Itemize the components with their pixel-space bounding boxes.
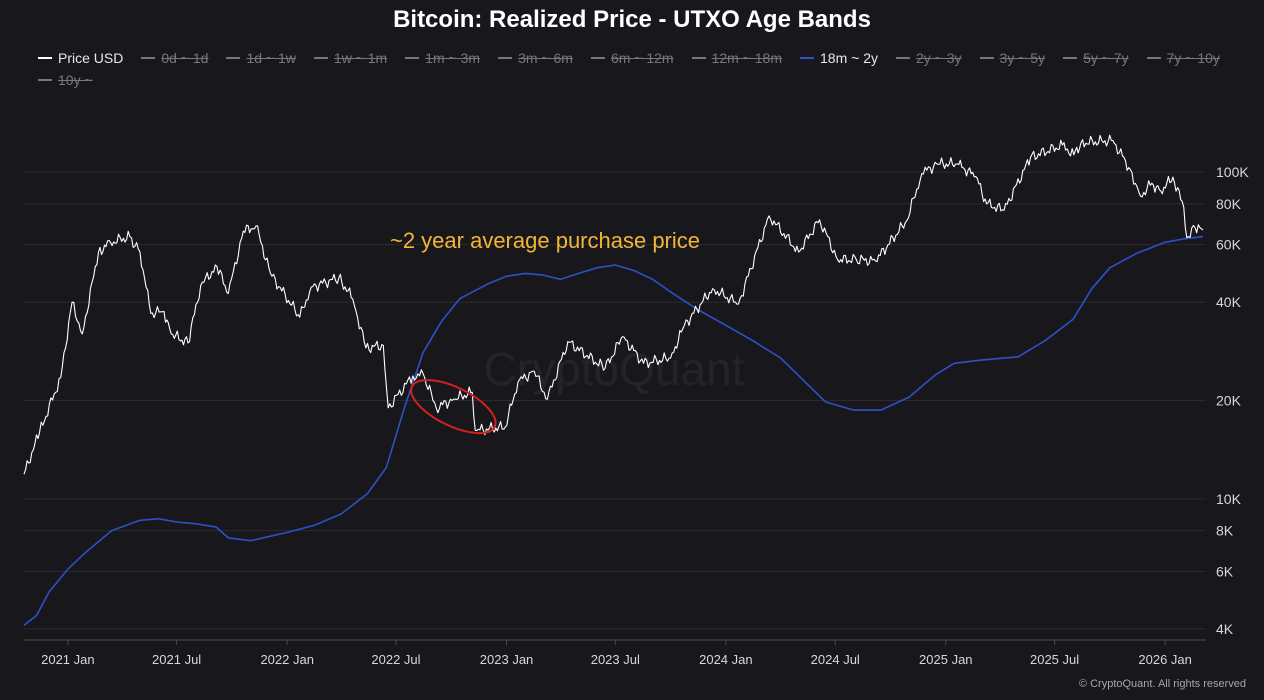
legend-item[interactable]: 1m ~ 3m xyxy=(405,48,480,68)
y-tick-label: 10K xyxy=(1216,491,1242,507)
legend-item[interactable]: 10y ~ xyxy=(38,70,93,90)
legend-label: 10y ~ xyxy=(58,72,93,88)
legend-swatch xyxy=(226,57,241,59)
legend-swatch xyxy=(979,57,994,59)
legend-swatch xyxy=(1063,57,1078,59)
y-tick-label: 8K xyxy=(1216,523,1234,539)
legend-label: 1d ~ 1w xyxy=(246,50,296,66)
legend-item[interactable]: Price USD xyxy=(38,48,123,68)
x-tick-label: 2025 Jul xyxy=(1030,652,1079,667)
x-tick-label: 2025 Jan xyxy=(919,652,973,667)
chart-legend: Price USD 0d ~ 1d 1d ~ 1w 1w ~ 1m 1m ~ 3m 3m … xyxy=(38,48,1248,90)
legend-label: 3y ~ 5y xyxy=(999,50,1046,66)
legend-label: 1w ~ 1m xyxy=(333,50,388,66)
x-tick-label: 2024 Jan xyxy=(699,652,753,667)
x-tick-label: 2026 Jan xyxy=(1138,652,1192,667)
watermark: CryptoQuant xyxy=(484,343,745,395)
legend-item[interactable]: 3y ~ 5y xyxy=(979,48,1046,68)
legend-label: 7y ~ 10y xyxy=(1166,50,1220,66)
legend-label: Price USD xyxy=(58,50,124,66)
legend-item[interactable]: 2y ~ 3y xyxy=(896,48,962,68)
chart-title: Bitcoin: Realized Price - UTXO Age Bands xyxy=(393,6,871,33)
copyright-credit: © CryptoQuant. All rights reserved xyxy=(1078,678,1246,690)
x-tick-label: 2023 Jul xyxy=(591,652,640,667)
legend-label: 6m ~ 12m xyxy=(610,50,674,66)
y-tick-label: 80K xyxy=(1216,196,1242,212)
legend-item[interactable]: 12m ~ 18m xyxy=(691,48,783,68)
legend-label: 1m ~ 3m xyxy=(425,50,481,66)
legend-swatch xyxy=(405,57,420,59)
y-tick-label: 6K xyxy=(1216,563,1234,579)
y-tick-label: 60K xyxy=(1216,237,1242,253)
legend-swatch xyxy=(313,57,328,59)
legend-swatch xyxy=(141,57,156,59)
x-tick-label: 2024 Jul xyxy=(811,652,860,667)
x-tick-label: 2022 Jul xyxy=(371,652,420,667)
legend-swatch xyxy=(38,79,52,81)
annotations: ~2 year average purchase price xyxy=(390,228,700,435)
x-tick-label: 2023 Jan xyxy=(480,652,534,667)
legend-swatch xyxy=(896,57,910,59)
legend-swatch xyxy=(590,57,605,59)
legend-label: 2y ~ 3y xyxy=(916,50,962,66)
legend-item[interactable]: 7y ~ 10y xyxy=(1146,48,1220,68)
legend-label: 18m ~ 2y xyxy=(820,50,878,66)
legend-item[interactable]: 1d ~ 1w xyxy=(226,48,296,68)
series-price-usd xyxy=(23,134,1204,475)
legend-label: 0d ~ 1d xyxy=(161,50,209,66)
legend-item[interactable]: 0d ~ 1d xyxy=(141,48,208,68)
x-tick-label: 2021 Jul xyxy=(152,652,201,667)
x-tick-label: 2022 Jan xyxy=(260,652,314,667)
legend-item[interactable]: 6m ~ 12m xyxy=(590,48,674,68)
legend-swatch xyxy=(691,57,706,59)
y-tick-label: 4K xyxy=(1216,621,1234,637)
x-axis: 2021 Jan 2021 Jul 2022 Jan 2022 Jul 2023 Jan… xyxy=(24,639,1206,667)
legend-swatch xyxy=(1146,57,1161,59)
legend-label: 12m ~ 18m xyxy=(711,50,783,66)
legend-item[interactable]: 3m ~ 6m xyxy=(498,48,573,68)
legend-label: 3m ~ 6m xyxy=(518,50,573,66)
y-tick-label: 40K xyxy=(1216,294,1242,310)
y-tick-label: 100K xyxy=(1216,164,1249,180)
legend-item[interactable]: 5y ~ 7y xyxy=(1063,48,1129,68)
series-18m-2y xyxy=(23,235,1204,627)
annotation-label: ~2 year average purchase price xyxy=(390,228,700,253)
highlight-ellipse xyxy=(410,379,497,435)
legend-swatch xyxy=(38,57,52,59)
series-layer xyxy=(23,134,1204,627)
y-tick-label: 20K xyxy=(1216,393,1242,409)
x-tick-label: 2021 Jan xyxy=(41,652,95,667)
legend-swatch xyxy=(498,57,513,59)
grid-lines xyxy=(24,171,1206,630)
y-axis: 4K 6K 8K 10K 20K 40K 60K 80K 100K xyxy=(1216,164,1249,637)
legend-item[interactable]: 1w ~ 1m xyxy=(313,48,388,68)
legend-item[interactable]: 18m ~ 2y xyxy=(800,48,878,68)
legend-label: 5y ~ 7y xyxy=(1083,50,1129,66)
legend-swatch xyxy=(800,57,815,59)
